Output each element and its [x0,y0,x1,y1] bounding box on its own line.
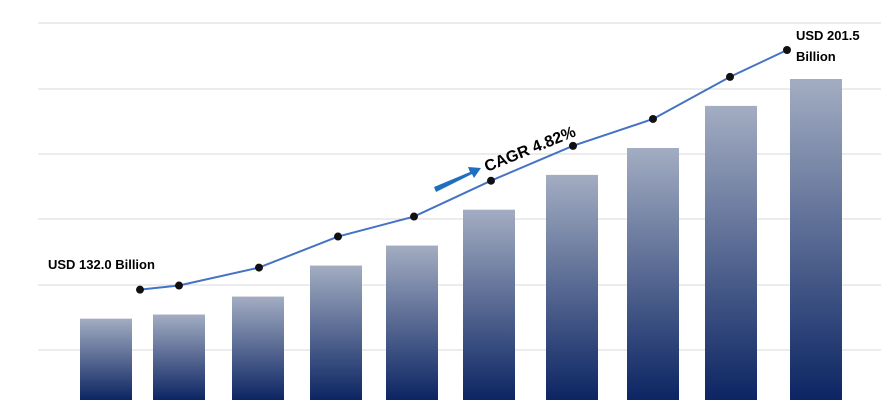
end-label: USD 201.5 [796,28,860,43]
trend [136,46,791,294]
end-label: Billion [796,49,836,64]
bars [80,79,842,400]
bar [153,314,205,400]
bar [463,209,515,400]
bar [80,318,132,400]
dot [649,114,657,123]
bar [546,174,598,400]
arrow [434,167,481,192]
bar [232,296,284,400]
dot [175,281,183,290]
dot [487,176,495,185]
dot [569,141,577,150]
dot [334,232,342,241]
bar [790,79,842,400]
bar [386,245,438,400]
bar [705,105,757,400]
dot [136,285,144,294]
bar [627,147,679,400]
dot [726,72,734,81]
bar [310,265,362,400]
dot [255,263,263,272]
start-label: USD 132.0 Billion [48,257,155,272]
dot [783,46,791,54]
dot [410,212,418,221]
line [139,49,788,291]
